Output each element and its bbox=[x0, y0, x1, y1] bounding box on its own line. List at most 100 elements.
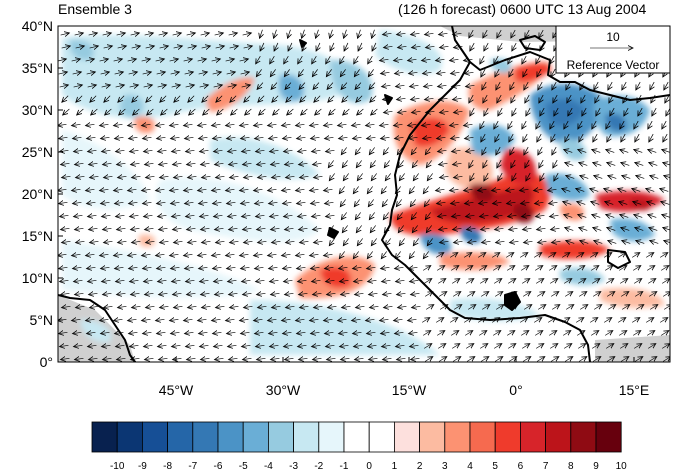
colorbar-swatch bbox=[393, 421, 420, 453]
wind-vector bbox=[228, 150, 237, 151]
wind-vector bbox=[146, 241, 155, 242]
wind-vector bbox=[145, 163, 154, 164]
colorbar-swatch bbox=[494, 421, 521, 453]
colorbar-tick-label: 6 bbox=[518, 461, 524, 471]
wind-vector bbox=[467, 228, 476, 229]
wind-vector bbox=[426, 225, 432, 232]
wind-vector bbox=[326, 280, 335, 281]
wind-vector bbox=[535, 202, 544, 203]
wind-vector bbox=[381, 332, 390, 333]
wind-vector bbox=[647, 344, 656, 349]
wind-vector bbox=[354, 55, 359, 64]
wind-vector bbox=[649, 163, 658, 166]
wind-vector bbox=[481, 68, 485, 77]
wind-vector bbox=[144, 33, 154, 35]
wind-vector bbox=[260, 29, 263, 39]
wind-vector bbox=[494, 292, 503, 297]
wind-vector bbox=[453, 305, 462, 310]
wind-vector bbox=[355, 293, 364, 294]
wind-vector bbox=[451, 72, 460, 73]
wind-vector bbox=[185, 267, 194, 268]
wind-vector bbox=[302, 29, 305, 39]
wind-vector bbox=[274, 29, 277, 39]
colorbar-swatch bbox=[520, 421, 547, 453]
colorbar-swatch bbox=[167, 421, 194, 453]
wind-vector bbox=[618, 189, 627, 192]
wind-vector bbox=[115, 137, 124, 138]
wind-vector bbox=[665, 94, 669, 103]
wind-vector bbox=[268, 189, 277, 190]
wind-vector bbox=[157, 202, 166, 203]
wind-vector bbox=[104, 176, 113, 177]
wind-vector bbox=[564, 215, 573, 218]
wind-vector bbox=[161, 108, 168, 115]
wind-vector bbox=[576, 266, 585, 271]
wind-vector bbox=[369, 293, 378, 294]
wind-vector bbox=[512, 172, 516, 181]
wind-vector bbox=[229, 228, 238, 229]
wind-vector bbox=[103, 46, 113, 48]
wind-vector bbox=[522, 357, 531, 362]
wind-vector bbox=[231, 108, 238, 115]
wind-vector bbox=[62, 306, 71, 307]
wind-vector bbox=[548, 331, 557, 336]
wind-vector bbox=[256, 55, 261, 64]
wind-vector bbox=[439, 305, 448, 310]
wind-vector bbox=[635, 305, 644, 310]
wind-vector bbox=[242, 150, 251, 151]
wind-vector bbox=[512, 42, 516, 51]
wind-vector bbox=[470, 172, 474, 181]
wind-vector bbox=[298, 55, 303, 64]
wind-vector bbox=[509, 133, 513, 142]
colorbar-swatch bbox=[545, 421, 572, 453]
wind-vector bbox=[398, 306, 407, 307]
wind-vector bbox=[355, 82, 362, 90]
wind-vector bbox=[632, 331, 641, 336]
wind-vector bbox=[484, 107, 488, 116]
colorbar: -10 -9 -8 -7 -6 -5 -4 -3 -2 -1 0 1 2 3 4 5 6 7 8 9 10 bbox=[91, 421, 627, 471]
wind-vector bbox=[157, 85, 167, 87]
wind-vector bbox=[550, 55, 554, 64]
wind-vector bbox=[636, 81, 640, 90]
wind-vector bbox=[329, 108, 336, 115]
wind-vector bbox=[340, 55, 345, 64]
wind-vector bbox=[157, 332, 166, 333]
wind-vector bbox=[509, 68, 513, 77]
wind-vector bbox=[87, 202, 96, 203]
wind-vector bbox=[385, 173, 391, 180]
wind-vector bbox=[313, 163, 322, 164]
wind-vector bbox=[592, 120, 596, 129]
wind-vector bbox=[382, 199, 388, 206]
wind-vector bbox=[452, 215, 461, 216]
wind-vector bbox=[230, 95, 237, 102]
wind-vector bbox=[477, 253, 486, 258]
wind-vector bbox=[451, 137, 460, 138]
wind-vector bbox=[315, 108, 322, 115]
wind-vector bbox=[469, 159, 473, 168]
wind-vector bbox=[564, 150, 573, 153]
wind-vector bbox=[297, 137, 306, 138]
wind-vector bbox=[383, 98, 392, 99]
wind-vector bbox=[313, 82, 320, 90]
wind-vector bbox=[631, 318, 640, 323]
wind-vector bbox=[466, 357, 475, 362]
wind-vector bbox=[185, 137, 194, 138]
wind-vector bbox=[382, 345, 391, 346]
wind-vector bbox=[550, 357, 559, 362]
wind-vector bbox=[409, 72, 418, 73]
wind-vector bbox=[86, 319, 95, 320]
colorbar-swatch bbox=[570, 421, 597, 453]
wind-vector bbox=[132, 306, 141, 307]
wind-vector bbox=[90, 176, 99, 177]
wind-vector bbox=[399, 238, 405, 245]
wind-vector bbox=[185, 85, 195, 87]
wind-vector bbox=[578, 120, 582, 129]
wind-vector bbox=[296, 319, 305, 320]
wind-vector bbox=[215, 358, 224, 359]
wind-vector bbox=[284, 150, 293, 151]
wind-vector bbox=[592, 357, 601, 362]
wind-vector bbox=[590, 189, 599, 192]
wind-vector bbox=[158, 150, 167, 151]
wind-vector bbox=[622, 81, 626, 90]
wind-vector bbox=[353, 251, 359, 258]
